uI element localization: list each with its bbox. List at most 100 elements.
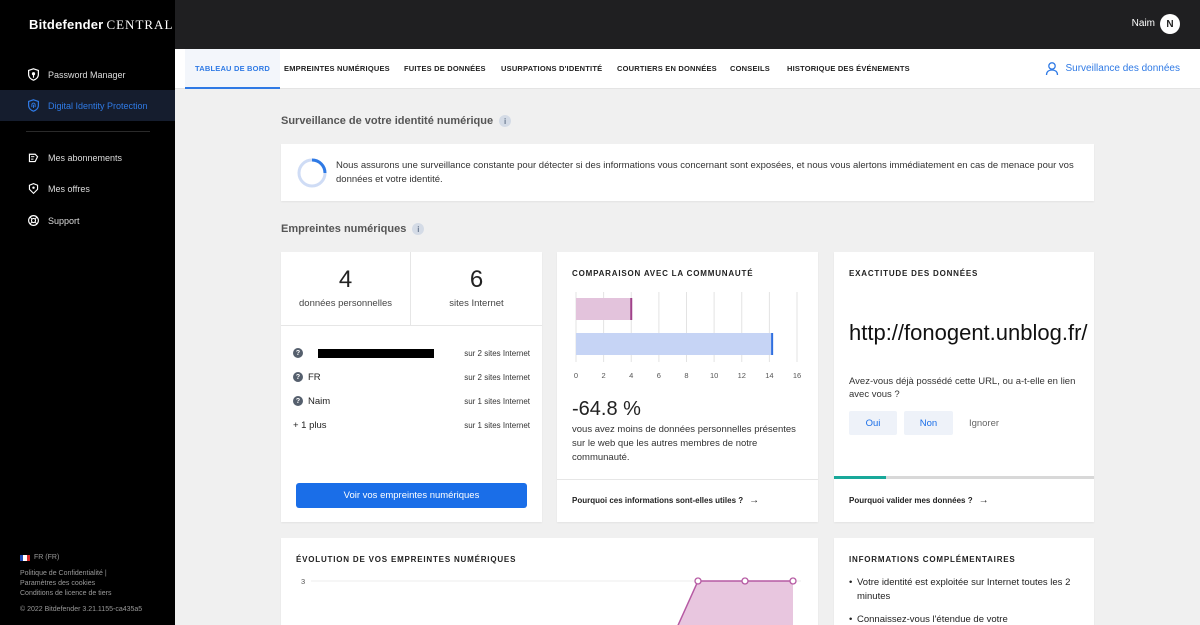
data-point xyxy=(741,577,749,585)
info-icon[interactable]: i xyxy=(499,115,512,127)
sidebar-item-label: Mes abonnements xyxy=(48,152,123,163)
card-title: ÉVOLUTION DE VOS EMPREINTES NUMÉRIQUES xyxy=(296,555,517,564)
bar-communauté xyxy=(576,333,773,355)
bar-vous xyxy=(576,298,632,320)
arrow-right-icon: → xyxy=(749,495,760,506)
app-logo[interactable]: Bitdefender CENTRAL xyxy=(29,17,173,33)
question-icon: ? xyxy=(293,372,303,382)
cookies-link[interactable]: Paramètres des cookies xyxy=(20,580,96,587)
sidebar-item-label: Digital Identity Protection xyxy=(48,100,148,111)
tab-dashboard[interactable]: TABLEAU DE BORD xyxy=(185,49,280,89)
ignore-button[interactable]: Ignorer xyxy=(968,417,1000,429)
shield-fingerprint-icon xyxy=(26,99,40,113)
websites-count: 6 xyxy=(469,266,484,293)
websites-label: sites Internet xyxy=(449,298,504,309)
sidebar-item-support[interactable]: Support xyxy=(0,205,175,236)
tab-digital-footprints[interactable]: EMPREINTES NUMÉRIQUES xyxy=(284,64,390,73)
list-item: Votre identité est exploitée sur Interne… xyxy=(849,576,1089,604)
sidebar-item-password-manager[interactable]: Password Manager xyxy=(0,59,175,90)
sites-count-text: sur 2 sites Internet xyxy=(464,348,530,358)
list-item[interactable]: ? FR sur 2 sites Internet xyxy=(293,369,530,385)
redacted-value xyxy=(318,348,434,358)
sidebar-item-offers[interactable]: Mes offres xyxy=(0,173,175,204)
tick-label: 14 xyxy=(765,371,773,380)
footprint-value: FR xyxy=(308,371,321,383)
tick-label: 16 xyxy=(793,371,801,380)
top-bar: Naim N xyxy=(175,0,1200,49)
sites-count-text: sur 1 sites Internet xyxy=(464,396,530,406)
tick-label: 0 xyxy=(574,371,578,380)
data-monitoring-link[interactable]: Surveillance des données xyxy=(1045,61,1180,76)
question-icon: ? xyxy=(293,396,303,406)
monitoring-banner: Nous assurons une surveillance constante… xyxy=(281,144,1094,201)
tick-label: 4 xyxy=(629,371,633,380)
tab-advice[interactable]: CONSEILS xyxy=(730,64,770,73)
card-title: INFORMATIONS COMPLÉMENTAIRES xyxy=(849,555,1016,564)
tab-identity-theft[interactable]: USURPATIONS D'IDENTITÉ xyxy=(501,64,603,73)
privacy-link[interactable]: Politique de Confidentialité | xyxy=(20,570,107,577)
footprints-section-title: Empreintes numériques i xyxy=(281,223,425,235)
subscription-icon xyxy=(26,151,40,165)
evolution-card: ÉVOLUTION DE VOS EMPREINTES NUMÉRIQUES 3 xyxy=(281,538,818,625)
license-link[interactable]: Conditions de licence de tiers xyxy=(20,590,112,597)
sidebar: Bitdefender CENTRAL Password Manager Digi… xyxy=(0,0,175,625)
accuracy-question: Avez-vous déjà possédé cette URL, ou a-t… xyxy=(849,376,1076,400)
card-title: COMPARAISON AVEC LA COMMUNAUTÉ xyxy=(572,269,754,278)
personal-data-label: données personnelles xyxy=(299,298,392,309)
list-item[interactable]: ? Naim sur 1 sites Internet xyxy=(293,393,530,409)
tab-data-leaks[interactable]: FUITES DE DONNÉES xyxy=(404,64,486,73)
link-label: Pourquoi ces informations sont-elles uti… xyxy=(572,496,744,505)
tab-event-history[interactable]: HISTORIQUE DES ÉVÉNEMENTS xyxy=(787,64,910,73)
user-name[interactable]: Naim xyxy=(1131,18,1155,29)
tick-label: 6 xyxy=(657,371,661,380)
section-title-text: Surveillance de votre identité numérique xyxy=(281,115,494,127)
evolution-chart: 3 xyxy=(301,577,801,625)
loading-ring-icon xyxy=(296,157,328,194)
why-useful-link[interactable]: Pourquoi ces informations sont-elles uti… xyxy=(572,495,759,506)
list-item[interactable]: Connaissez-vous l'étendue de votre xyxy=(849,613,1089,625)
sites-count-text: sur 1 sites Internet xyxy=(464,420,530,430)
tick-label: 3 xyxy=(301,577,305,586)
accuracy-url: http://fonogent.unblog.fr/ xyxy=(849,320,1088,345)
sidebar-item-subscriptions[interactable]: Mes abonnements xyxy=(0,142,175,173)
logo-product: CENTRAL xyxy=(106,17,174,32)
data-point xyxy=(789,577,797,585)
more-items: + 1 plus xyxy=(293,419,327,431)
sidebar-item-digital-identity-protection[interactable]: Digital Identity Protection xyxy=(0,90,175,121)
progress-fill xyxy=(834,476,886,479)
why-validate-link[interactable]: Pourquoi valider mes données ? → xyxy=(849,495,989,506)
copyright-text: © 2022 Bitdefender 3.21.1155-ca435a5 xyxy=(20,606,143,613)
yes-button[interactable]: Oui xyxy=(849,411,897,435)
personal-data-stat: 4 données personnelles xyxy=(281,252,411,326)
tick-label: 10 xyxy=(710,371,718,380)
monitoring-description: Nous assurons une surveillance constante… xyxy=(336,160,1074,185)
avatar[interactable]: N xyxy=(1160,14,1180,34)
footprint-value: Naim xyxy=(308,395,331,407)
sidebar-item-label: Password Manager xyxy=(48,69,126,80)
info-icon[interactable]: i xyxy=(412,223,425,235)
tab-data-brokers[interactable]: COURTIERS EN DONNÉES xyxy=(617,64,717,73)
personal-data-count: 4 xyxy=(338,266,353,293)
card-title: EXACTITUDE DES DONNÉES xyxy=(849,269,979,278)
data-monitoring-label: Surveillance des données xyxy=(1065,63,1180,74)
france-flag-icon xyxy=(20,555,30,561)
sites-count-text: sur 2 sites Internet xyxy=(464,372,530,382)
gift-icon xyxy=(26,182,40,196)
question-icon: ? xyxy=(293,348,303,358)
language-selector[interactable]: FR (FR) xyxy=(20,553,142,563)
list-item[interactable]: ? sur 2 sites Internet xyxy=(293,345,530,361)
view-footprints-button[interactable]: Voir vos empreintes numériques xyxy=(296,483,527,508)
list-item-more[interactable]: + 1 plus sur 1 sites Internet xyxy=(293,417,530,433)
series-line xyxy=(677,580,793,625)
no-button[interactable]: Non xyxy=(904,411,953,435)
user-icon xyxy=(1045,61,1059,76)
monitoring-section-title: Surveillance de votre identité numérique… xyxy=(281,115,512,127)
section-title-text: Empreintes numériques xyxy=(281,223,407,235)
comparison-description: vous avez moins de données personnelles … xyxy=(572,424,796,463)
sidebar-item-label: Mes offres xyxy=(48,183,90,194)
divider xyxy=(557,479,818,480)
comparison-chart: 0 2 4 6 8 10 12 14 16 xyxy=(574,292,801,380)
extra-info-list: Votre identité est exploitée sur Interne… xyxy=(849,576,1089,625)
comparison-percent: -64.8 % xyxy=(572,398,641,420)
logo-brand: Bitdefender xyxy=(29,17,104,32)
